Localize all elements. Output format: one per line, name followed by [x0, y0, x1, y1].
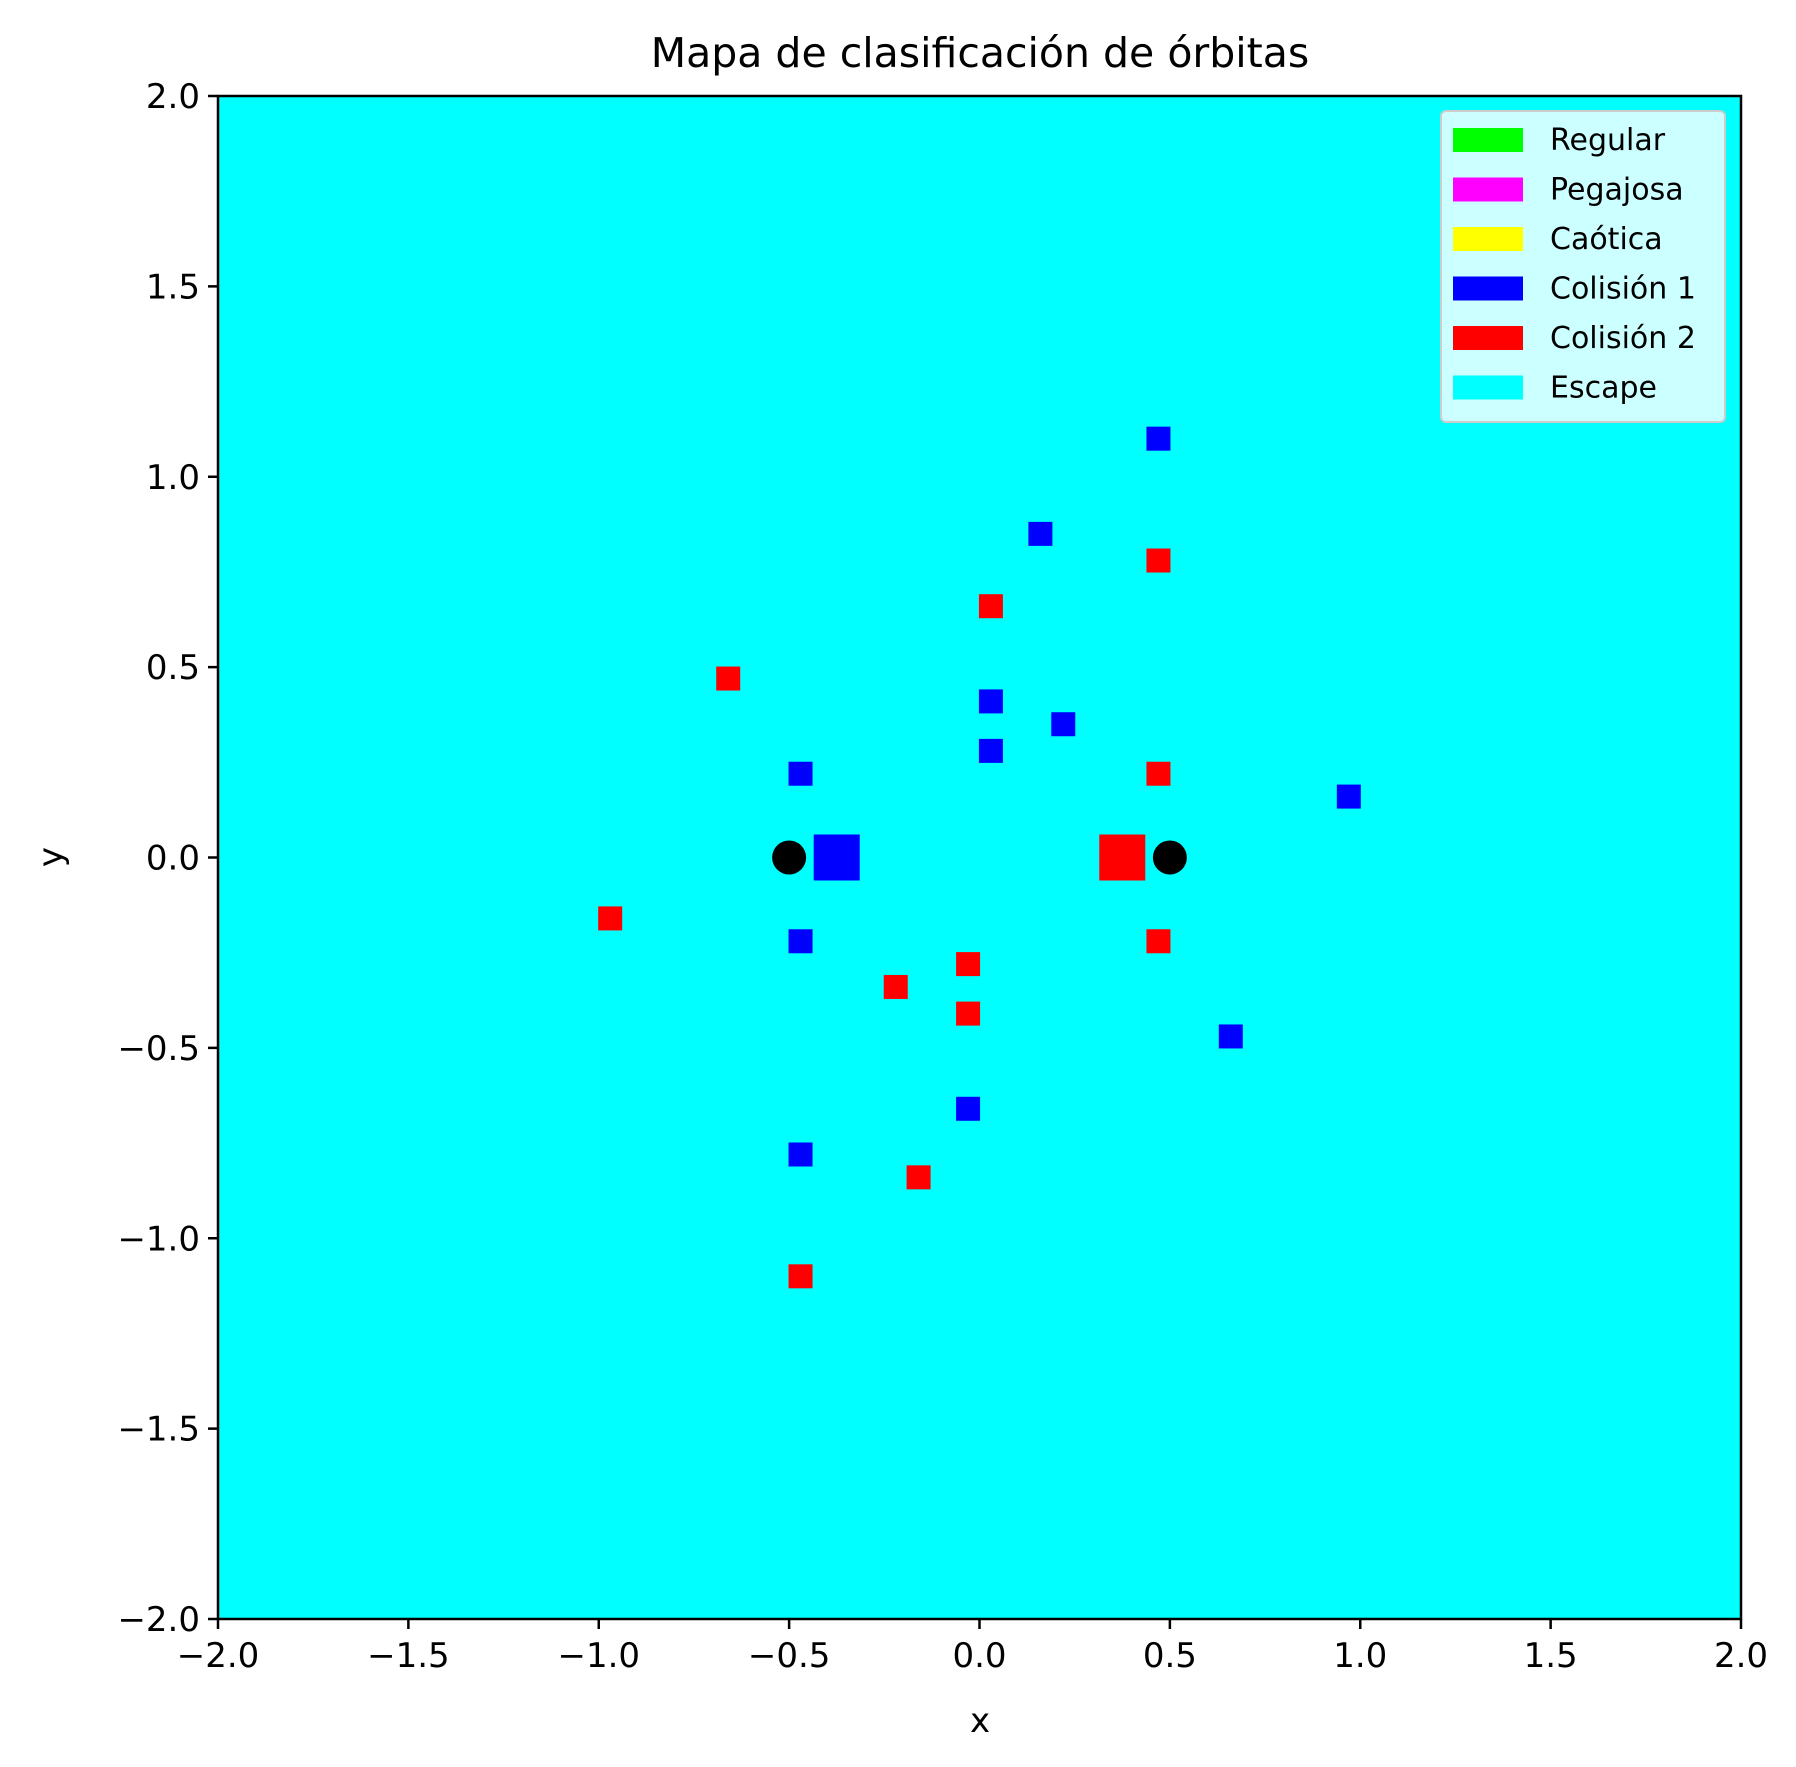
orbit-cell: [978, 594, 1003, 619]
orbit-cell: [1146, 929, 1171, 954]
legend-swatch: [1453, 128, 1523, 152]
y-tick-label: −2.0: [117, 1600, 200, 1640]
legend-swatch: [1453, 276, 1523, 301]
orbit-cell: [716, 666, 741, 691]
y-axis-ticks: 2.0 1.5 1.0 0.5 0.0 −0.5 −1.0 −1.5 −2.0: [117, 77, 218, 1640]
x-tick-label: 0.0: [952, 1636, 1006, 1676]
y-tick-label: −1.0: [117, 1219, 200, 1259]
chart-title: Mapa de clasificación de órbitas: [651, 29, 1310, 77]
orbit-cell-large: [813, 834, 860, 881]
legend-label: Colisión 2: [1550, 321, 1696, 356]
x-axis-ticks: −2.0 −1.5 −1.0 −0.5 0.0 0.5 1.0 1.5 2.0: [177, 1619, 1768, 1676]
legend-swatch: [1453, 177, 1523, 202]
orbit-cell: [788, 1142, 813, 1167]
orbit-cell: [1218, 1024, 1243, 1049]
x-tick-label: −1.0: [557, 1636, 640, 1676]
legend-swatch: [1453, 375, 1523, 400]
x-axis-label: x: [970, 1701, 990, 1741]
orbit-cell: [978, 738, 1003, 763]
legend-label: Colisión 1: [1550, 272, 1696, 307]
legend-label: Pegajosa: [1550, 173, 1684, 208]
orbit-cell: [788, 1264, 813, 1289]
legend: Regular Pegajosa Caótica Colisión 1 Colisión…: [1440, 110, 1726, 423]
x-tick-label: −1.5: [367, 1636, 450, 1676]
orbit-cell: [1146, 761, 1171, 786]
orbit-cell: [1028, 521, 1053, 546]
orbit-cell: [978, 689, 1003, 714]
y-axis-label: y: [31, 847, 71, 867]
legend-label: Escape: [1550, 371, 1657, 406]
y-tick-label: 1.0: [146, 458, 200, 498]
orbit-cell: [1146, 426, 1171, 451]
primary-body-marker: [1152, 840, 1187, 875]
orbit-cell: [1051, 712, 1076, 737]
y-tick-label: 2.0: [146, 77, 200, 117]
orbit-cell: [956, 1001, 981, 1026]
orbit-cell: [598, 906, 623, 931]
y-tick-label: 1.5: [146, 267, 200, 307]
legend-swatch: [1453, 326, 1523, 350]
cells-layer: [598, 426, 1361, 1289]
orbit-cell: [883, 974, 908, 999]
legend-label: Caótica: [1550, 222, 1663, 257]
y-tick-label: 0.0: [146, 839, 200, 879]
orbit-cell: [956, 1096, 981, 1121]
y-tick-label: 0.5: [146, 648, 200, 688]
orbit-cell: [788, 761, 813, 786]
orbit-cell: [1336, 784, 1361, 809]
x-tick-label: 1.0: [1333, 1636, 1387, 1676]
x-tick-label: 1.5: [1524, 1636, 1578, 1676]
x-tick-label: 2.0: [1714, 1636, 1768, 1676]
legend-label: Regular: [1550, 123, 1666, 158]
x-tick-label: −2.0: [177, 1636, 260, 1676]
primaries-layer: [772, 840, 1187, 875]
x-tick-label: 0.5: [1143, 1636, 1197, 1676]
orbit-cell: [956, 952, 981, 977]
orbit-cell-large: [1099, 834, 1146, 881]
orbit-cell: [906, 1165, 931, 1190]
orbit-cell: [788, 929, 813, 954]
y-tick-label: −0.5: [117, 1029, 200, 1069]
primary-body-marker: [772, 840, 807, 875]
y-tick-label: −1.5: [117, 1410, 200, 1450]
legend-swatch: [1453, 227, 1523, 251]
x-tick-label: −0.5: [748, 1636, 831, 1676]
orbit-cell: [1146, 548, 1171, 573]
